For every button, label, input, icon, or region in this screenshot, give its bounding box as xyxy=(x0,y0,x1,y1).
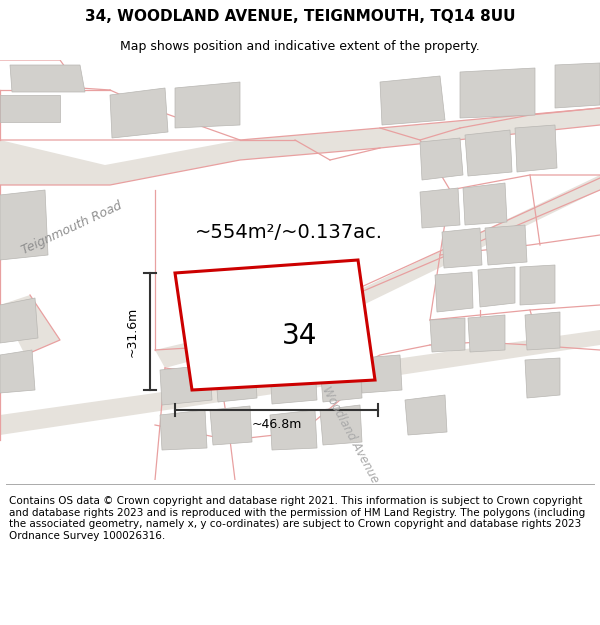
Polygon shape xyxy=(160,410,207,450)
Polygon shape xyxy=(380,76,445,125)
Polygon shape xyxy=(0,330,600,435)
Text: ~554m²/~0.137ac.: ~554m²/~0.137ac. xyxy=(195,222,383,241)
Polygon shape xyxy=(485,225,527,265)
Polygon shape xyxy=(420,188,460,228)
Polygon shape xyxy=(360,355,402,393)
Polygon shape xyxy=(175,260,375,390)
Polygon shape xyxy=(435,272,473,312)
Polygon shape xyxy=(520,265,555,305)
Polygon shape xyxy=(0,108,600,185)
Polygon shape xyxy=(0,350,35,393)
Polygon shape xyxy=(405,395,447,435)
Polygon shape xyxy=(525,358,560,398)
Polygon shape xyxy=(160,365,212,405)
Text: Map shows position and indicative extent of the property.: Map shows position and indicative extent… xyxy=(120,40,480,53)
Polygon shape xyxy=(215,360,257,402)
Polygon shape xyxy=(525,312,560,350)
Polygon shape xyxy=(175,82,240,128)
Text: 34: 34 xyxy=(283,322,317,350)
Polygon shape xyxy=(420,138,463,180)
Polygon shape xyxy=(442,228,482,268)
Polygon shape xyxy=(460,68,535,118)
Polygon shape xyxy=(110,88,168,138)
Polygon shape xyxy=(0,95,60,122)
Polygon shape xyxy=(320,405,362,445)
Polygon shape xyxy=(210,406,252,445)
Text: Woodland Avenue: Woodland Avenue xyxy=(319,384,381,486)
Polygon shape xyxy=(270,365,317,404)
Polygon shape xyxy=(468,315,505,352)
Polygon shape xyxy=(155,330,250,368)
Text: Contains OS data © Crown copyright and database right 2021. This information is : Contains OS data © Crown copyright and d… xyxy=(9,496,585,541)
Polygon shape xyxy=(0,298,38,343)
Polygon shape xyxy=(478,267,515,307)
Polygon shape xyxy=(0,190,48,260)
Text: ~46.8m: ~46.8m xyxy=(251,419,302,431)
Polygon shape xyxy=(463,183,507,225)
Polygon shape xyxy=(555,63,600,108)
Polygon shape xyxy=(10,65,85,92)
Polygon shape xyxy=(430,318,465,352)
Polygon shape xyxy=(515,125,557,172)
Polygon shape xyxy=(320,360,362,402)
Text: Teignmouth Road: Teignmouth Road xyxy=(20,199,124,257)
Polygon shape xyxy=(0,295,60,355)
Text: ~31.6m: ~31.6m xyxy=(125,306,139,357)
Text: 34, WOODLAND AVENUE, TEIGNMOUTH, TQ14 8UU: 34, WOODLAND AVENUE, TEIGNMOUTH, TQ14 8U… xyxy=(85,9,515,24)
Polygon shape xyxy=(465,130,512,176)
Polygon shape xyxy=(270,175,600,338)
Polygon shape xyxy=(270,410,317,450)
